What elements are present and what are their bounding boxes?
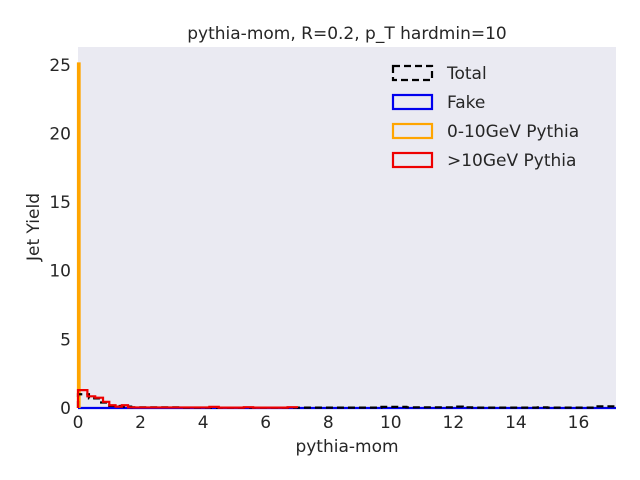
legend-swatch	[391, 93, 434, 111]
x-tick-label: 2	[135, 413, 146, 433]
y-tick-label: 15	[49, 193, 71, 213]
y-axis-label: Jet Yield	[24, 193, 44, 262]
x-tick-label: 4	[198, 413, 209, 433]
y-tick-label: 10	[49, 262, 71, 282]
x-tick-label: 0	[73, 413, 84, 433]
y-tick-label: 0	[60, 399, 71, 419]
legend-swatch	[391, 151, 434, 169]
legend-label: Fake	[447, 93, 485, 113]
legend-swatch	[391, 122, 434, 140]
x-tick-label: 10	[380, 413, 402, 433]
x-tick-label: 12	[443, 413, 465, 433]
x-axis-label: pythia-mom	[295, 437, 398, 457]
chart-title: pythia-mom, R=0.2, p_T hardmin=10	[187, 24, 506, 44]
x-tick-label: 14	[505, 413, 527, 433]
legend-label: Total	[446, 64, 487, 84]
y-tick-label: 20	[49, 124, 71, 144]
x-tick-label: 6	[260, 413, 271, 433]
y-tick-label: 25	[49, 56, 71, 76]
x-tick-label: 16	[568, 413, 590, 433]
legend-label: >10GeV Pythia	[447, 151, 576, 171]
histogram-series-4	[76, 389, 299, 409]
plot-area	[78, 47, 616, 408]
x-tick-label: 8	[323, 413, 334, 433]
y-tick-label: 5	[60, 330, 71, 350]
legend: Total Fake 0-10GeV Pythia >10GeV Pythia	[391, 64, 579, 171]
histogram-series-3	[76, 62, 81, 408]
legend-label: 0-10GeV Pythia	[447, 122, 579, 142]
legend-swatch	[391, 64, 434, 82]
histogram-series-1	[76, 393, 618, 409]
